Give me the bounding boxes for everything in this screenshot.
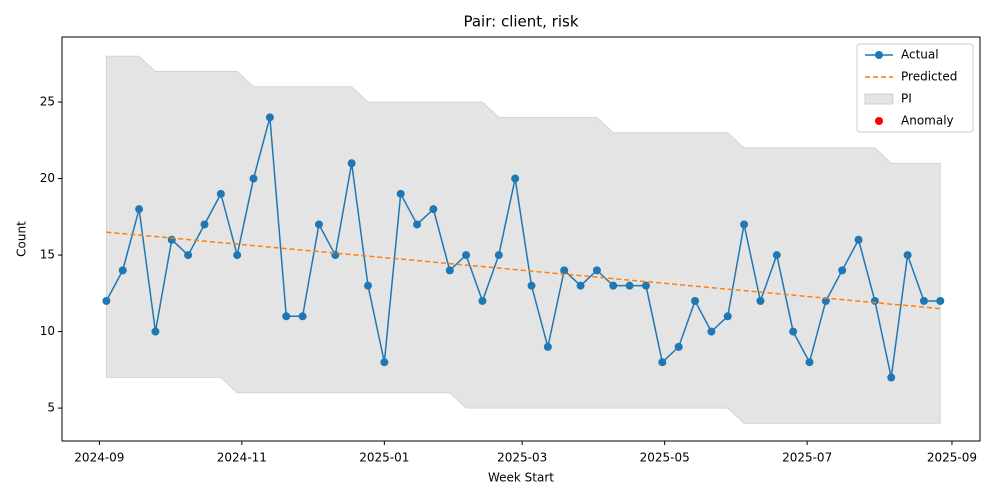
y-tick-label: 20	[40, 171, 55, 185]
data-point	[789, 327, 798, 336]
data-point	[903, 251, 912, 260]
data-point	[265, 113, 274, 122]
data-point	[151, 327, 160, 336]
data-point	[364, 281, 372, 290]
data-point	[347, 159, 356, 168]
legend-label: PI	[901, 92, 912, 106]
data-point	[413, 220, 422, 229]
data-point	[560, 266, 569, 275]
data-point	[887, 373, 896, 382]
x-tick-label: 2025-05	[640, 451, 690, 465]
data-point	[445, 266, 454, 275]
data-point	[249, 174, 258, 183]
data-point	[543, 342, 552, 351]
plot-frame	[61, 36, 981, 442]
data-point	[740, 220, 749, 229]
legend-label: Anomaly	[901, 114, 954, 128]
data-point	[396, 189, 405, 198]
data-point	[592, 266, 601, 275]
data-point	[936, 296, 945, 305]
y-tick-label: 10	[40, 324, 55, 338]
data-point	[233, 251, 242, 260]
x-axis-label: Week Start	[488, 471, 554, 485]
data-point	[462, 251, 471, 260]
data-point	[625, 281, 634, 290]
data-point	[723, 312, 732, 321]
x-tick-label: 2025-03	[497, 451, 547, 465]
x-tick-label: 2025-01	[359, 451, 409, 465]
legend-swatch	[875, 51, 883, 59]
data-point	[282, 312, 291, 321]
y-tick-label: 25	[40, 95, 55, 109]
data-point	[674, 342, 683, 351]
y-tick-label: 15	[40, 248, 55, 262]
data-point	[609, 281, 618, 290]
x-tick-label: 2024-09	[74, 451, 124, 465]
data-point	[527, 281, 536, 290]
data-point	[216, 189, 225, 198]
legend-swatch	[875, 117, 883, 125]
data-point	[494, 251, 503, 260]
data-point	[135, 205, 144, 214]
data-point	[641, 281, 650, 290]
data-point	[756, 296, 765, 305]
y-axis-label: Count	[15, 221, 29, 257]
legend-swatch	[864, 93, 894, 105]
legend-label: Actual	[901, 48, 939, 62]
series-line	[106, 231, 941, 310]
x-tick-label: 2024-11	[217, 451, 267, 465]
series-line	[105, 117, 941, 378]
data-point	[838, 266, 847, 275]
data-point	[102, 296, 111, 305]
data-point	[298, 312, 307, 321]
x-tick-label: 2025-07	[782, 451, 832, 465]
data-point	[854, 235, 863, 244]
chart-title: Pair: client, risk	[463, 13, 578, 31]
y-tick-label: 5	[47, 401, 55, 415]
data-point	[658, 358, 667, 367]
data-point	[429, 205, 438, 214]
data-point	[511, 174, 520, 183]
data-point	[707, 327, 716, 336]
legend-label: Predicted	[901, 70, 957, 84]
data-point	[870, 296, 879, 305]
prediction-interval	[105, 55, 941, 424]
data-point	[691, 296, 700, 305]
data-point	[805, 358, 814, 367]
x-tick-label: 2025-09	[927, 451, 977, 465]
data-point	[167, 235, 176, 244]
data-point	[919, 296, 928, 305]
data-point	[200, 220, 209, 229]
data-point	[184, 251, 193, 260]
data-point	[314, 220, 323, 229]
data-point	[576, 281, 585, 290]
data-point	[772, 251, 781, 260]
data-point	[478, 296, 487, 305]
data-point	[380, 358, 389, 367]
data-point	[118, 266, 127, 275]
legend-box	[856, 43, 974, 133]
